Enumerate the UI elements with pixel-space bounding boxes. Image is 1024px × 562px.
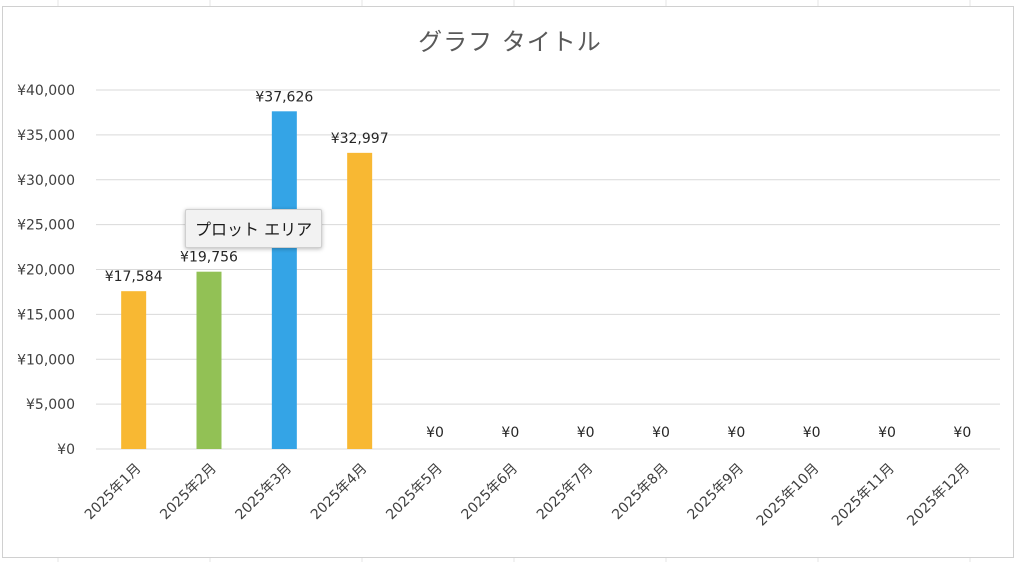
plot-area-tooltip: プロット エリア	[185, 209, 323, 248]
x-tick-label: 2025年1月	[82, 461, 145, 524]
y-tick-label: ¥40,000	[17, 83, 75, 99]
x-tick-label: 2025年10月	[754, 461, 823, 530]
x-tick-label: 2025年2月	[157, 461, 220, 524]
data-label[interactable]: ¥32,997	[331, 131, 389, 147]
data-label[interactable]: ¥37,626	[255, 89, 313, 105]
data-label[interactable]: ¥0	[878, 425, 896, 441]
gridlines	[96, 89, 1000, 450]
x-tick-label: 2025年12月	[904, 461, 973, 530]
data-labels: ¥17,584 ¥19,756 ¥37,626 ¥32,997 ¥0 ¥0 ¥0 ¥0 ¥0 ¥0…	[105, 89, 972, 441]
bar[interactable]	[121, 291, 147, 449]
x-tick-label: 2025年4月	[308, 461, 371, 524]
chart-area[interactable]	[2, 6, 1014, 558]
data-label[interactable]: ¥0	[577, 425, 595, 441]
y-tick-label: ¥25,000	[17, 218, 75, 234]
chart-title[interactable]: グラフ タイトル	[418, 28, 602, 56]
data-label[interactable]: ¥0	[727, 425, 745, 441]
data-label[interactable]: ¥17,584	[105, 269, 163, 285]
x-axis-tick-labels: 2025年1月 2025年2月 2025年3月 2025年4月 2025年5月 2025年…	[82, 461, 973, 530]
x-tick-label: 2025年3月	[233, 461, 296, 524]
y-tick-label: ¥30,000	[17, 173, 75, 189]
x-tick-label: 2025年8月	[609, 461, 672, 524]
y-tick-label: ¥20,000	[17, 263, 75, 279]
data-label[interactable]: ¥0	[803, 425, 821, 441]
x-tick-label: 2025年9月	[685, 461, 748, 524]
x-tick-label: 2025年7月	[534, 461, 597, 524]
x-tick-label: 2025年11月	[829, 461, 898, 530]
x-tick-label: 2025年6月	[459, 461, 522, 524]
data-label[interactable]: ¥0	[953, 425, 971, 441]
y-tick-label: ¥5,000	[26, 397, 75, 413]
x-tick-label: 2025年5月	[383, 461, 446, 524]
y-axis-tick-labels: ¥0 ¥5,000 ¥10,000 ¥15,000 ¥20,000 ¥25,000 ¥30,…	[17, 83, 75, 458]
y-tick-label: ¥0	[57, 442, 75, 458]
y-tick-label: ¥15,000	[17, 307, 75, 323]
y-tick-label: ¥35,000	[17, 128, 75, 144]
y-tick-label: ¥10,000	[17, 352, 75, 368]
data-label[interactable]: ¥0	[501, 425, 519, 441]
bar-series	[121, 111, 373, 450]
data-label[interactable]: ¥0	[652, 425, 670, 441]
bar[interactable]	[196, 271, 222, 449]
data-label[interactable]: ¥0	[426, 425, 444, 441]
bar[interactable]	[271, 111, 297, 450]
data-label[interactable]: ¥19,756	[180, 250, 238, 266]
bar[interactable]	[347, 152, 373, 449]
